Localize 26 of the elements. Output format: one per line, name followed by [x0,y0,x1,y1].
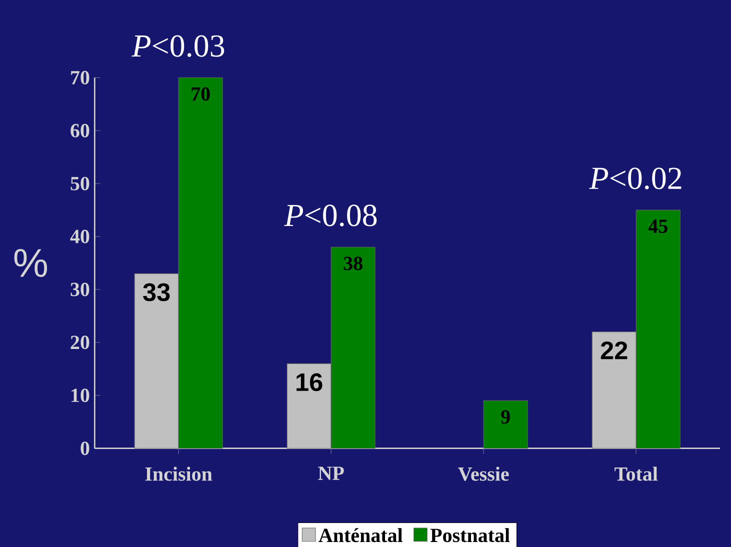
data-label: 9 [501,410,510,424]
bar [483,400,528,449]
y-tick-label: 0 [80,442,90,456]
y-axis-title: % [14,249,48,277]
data-label: 22 [600,341,628,360]
annotation: P<0.03 [132,35,224,57]
data-label: 38 [344,256,362,270]
x-tick-label: Incision [145,466,212,481]
y-tick-label: 10 [72,388,90,402]
legend-label: Postnatal [430,528,510,542]
data-label: 16 [296,373,322,392]
y-tick-label: 70 [71,70,90,84]
data-label: 70 [192,87,210,101]
y-tick-label: 30 [70,282,90,296]
x-tick-label: NP [318,466,344,480]
y-tick-label: 20 [70,336,90,350]
y-tick-label: 50 [70,176,90,190]
y-tick-label: 60 [70,124,90,138]
data-label: 33 [143,283,170,302]
legend-label: Anténatal [318,528,403,542]
x-tick-label: Total [614,466,658,481]
x-tick-label: Vessie [458,466,509,481]
annotation: P<0.08 [284,204,377,226]
data-label: 45 [648,220,668,233]
annotation: P<0.02 [589,168,682,190]
y-tick-label: 40 [70,230,90,244]
